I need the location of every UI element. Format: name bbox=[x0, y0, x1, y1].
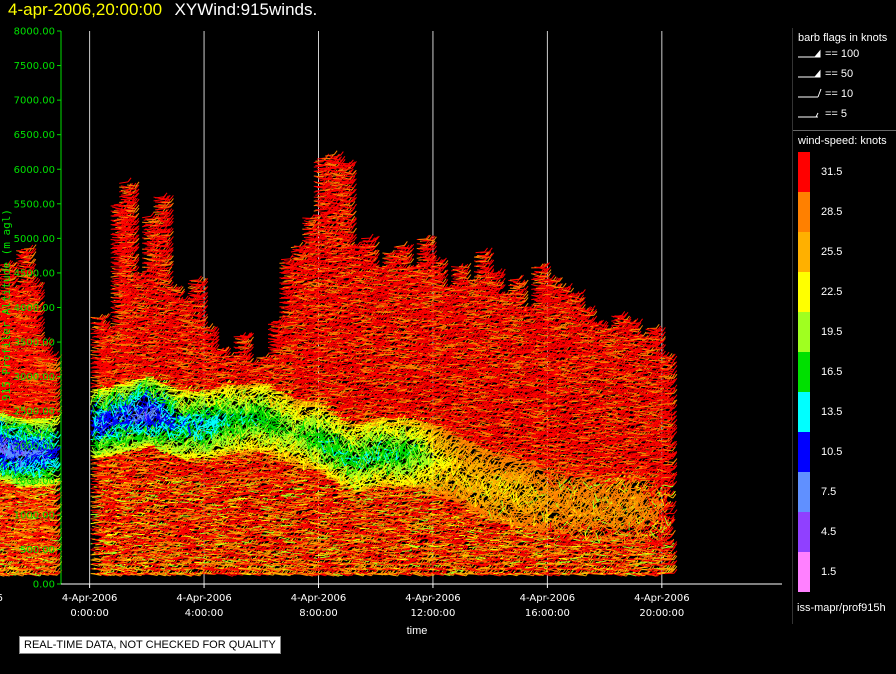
wind-barb bbox=[0, 559, 5, 562]
wind-barb bbox=[0, 377, 8, 381]
wind-barb-flag bbox=[0, 280, 3, 284]
wind-barb bbox=[0, 398, 3, 400]
wind-barb bbox=[0, 562, 5, 564]
wind-barb bbox=[0, 543, 5, 545]
wind-barb bbox=[0, 446, 3, 450]
wind-barb-flag bbox=[0, 302, 3, 307]
wind-barb bbox=[0, 569, 9, 572]
wind-barb bbox=[20, 348, 30, 350]
wind-barb bbox=[24, 357, 34, 360]
wind-barb bbox=[0, 353, 3, 355]
wind-barb bbox=[0, 563, 9, 567]
title-name: XYWind:915winds. bbox=[175, 0, 318, 19]
wind-barb bbox=[0, 353, 6, 356]
wind-barb bbox=[0, 438, 2, 443]
wind-barb-flag bbox=[0, 488, 3, 492]
wind-barb bbox=[0, 344, 6, 347]
title-date: 4-apr-2006,20:00:00 bbox=[8, 0, 162, 19]
wind-barb bbox=[0, 527, 6, 529]
wind-barb-plot: 0.00500.001000.001500.002000.002500.0030… bbox=[0, 27, 782, 637]
wind-barb bbox=[0, 348, 3, 350]
wind-barb bbox=[0, 555, 3, 558]
wind-barb bbox=[0, 389, 3, 391]
wind-barb bbox=[0, 574, 4, 577]
wind-barb bbox=[0, 520, 4, 523]
wind-barb bbox=[16, 522, 26, 525]
wind-barb bbox=[0, 570, 3, 573]
wind-barb-flag bbox=[0, 512, 5, 518]
wind-barb bbox=[0, 401, 8, 404]
wind-barb bbox=[0, 478, 8, 481]
wind-barb-flag bbox=[0, 276, 3, 280]
wind-barb-flag bbox=[0, 290, 3, 294]
wind-barb bbox=[0, 542, 3, 545]
wind-barb bbox=[0, 537, 5, 539]
wind-barb bbox=[0, 572, 3, 574]
wind-barb bbox=[16, 560, 26, 562]
wind-barb bbox=[0, 486, 8, 489]
wind-barb bbox=[24, 385, 34, 387]
wind-barb bbox=[0, 531, 3, 533]
wind-barb bbox=[0, 383, 6, 386]
wind-barb bbox=[19, 490, 29, 492]
wind-barb bbox=[0, 538, 8, 543]
wind-barb bbox=[9, 546, 19, 549]
wind-barb bbox=[0, 413, 5, 415]
wind-barb bbox=[0, 314, 8, 317]
wind-barb bbox=[0, 392, 8, 395]
wind-barb bbox=[0, 379, 8, 382]
wind-barb bbox=[17, 501, 27, 504]
wind-barb bbox=[22, 506, 32, 509]
wind-barb bbox=[0, 368, 6, 371]
wind-barb bbox=[0, 555, 5, 557]
chart-title: 4-apr-2006,20:00:00 XYWind:915winds. bbox=[8, 0, 317, 24]
wind-barb bbox=[0, 387, 6, 390]
wind-barb bbox=[0, 503, 9, 506]
wind-barb bbox=[0, 426, 2, 430]
wind-barb bbox=[0, 328, 6, 331]
wind-barb bbox=[0, 532, 8, 535]
wind-barb bbox=[0, 495, 8, 499]
wind-barb bbox=[0, 310, 6, 313]
wind-barb bbox=[0, 486, 3, 488]
wind-barb bbox=[0, 513, 3, 515]
wind-barb bbox=[0, 378, 6, 381]
wind-barb bbox=[0, 454, 3, 457]
wind-barb-flag bbox=[32, 244, 37, 249]
wind-barb-flag bbox=[36, 279, 41, 284]
wind-barb bbox=[0, 325, 3, 327]
wind-barb bbox=[0, 330, 5, 332]
wind-barb bbox=[0, 315, 6, 318]
wind-barb bbox=[0, 406, 3, 408]
wind-barb bbox=[0, 447, 2, 453]
wind-barb bbox=[0, 304, 8, 306]
wind-barb-flag bbox=[0, 421, 1, 424]
wind-barb bbox=[0, 350, 5, 352]
wind-barb bbox=[0, 482, 8, 484]
wind-barb bbox=[0, 560, 3, 562]
wind-barb-flag bbox=[0, 407, 2, 411]
wind-barb bbox=[0, 529, 3, 532]
wind-barb bbox=[0, 544, 8, 548]
wind-barb bbox=[0, 534, 5, 536]
